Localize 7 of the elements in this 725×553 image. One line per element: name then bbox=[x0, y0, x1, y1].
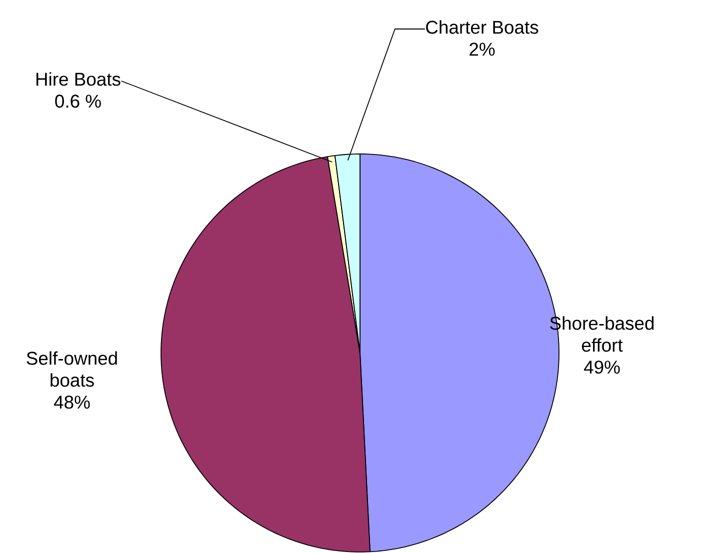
data-label: 2% bbox=[470, 42, 495, 56]
slice-label: Self-owned boats bbox=[26, 351, 117, 387]
slice-label: Hire Boats bbox=[36, 72, 120, 86]
data-label: 0.6 % bbox=[55, 94, 101, 108]
slice-label: Charter Boats bbox=[426, 20, 538, 34]
data-label: 49% bbox=[584, 360, 620, 374]
data-label: 48% bbox=[54, 396, 90, 409]
